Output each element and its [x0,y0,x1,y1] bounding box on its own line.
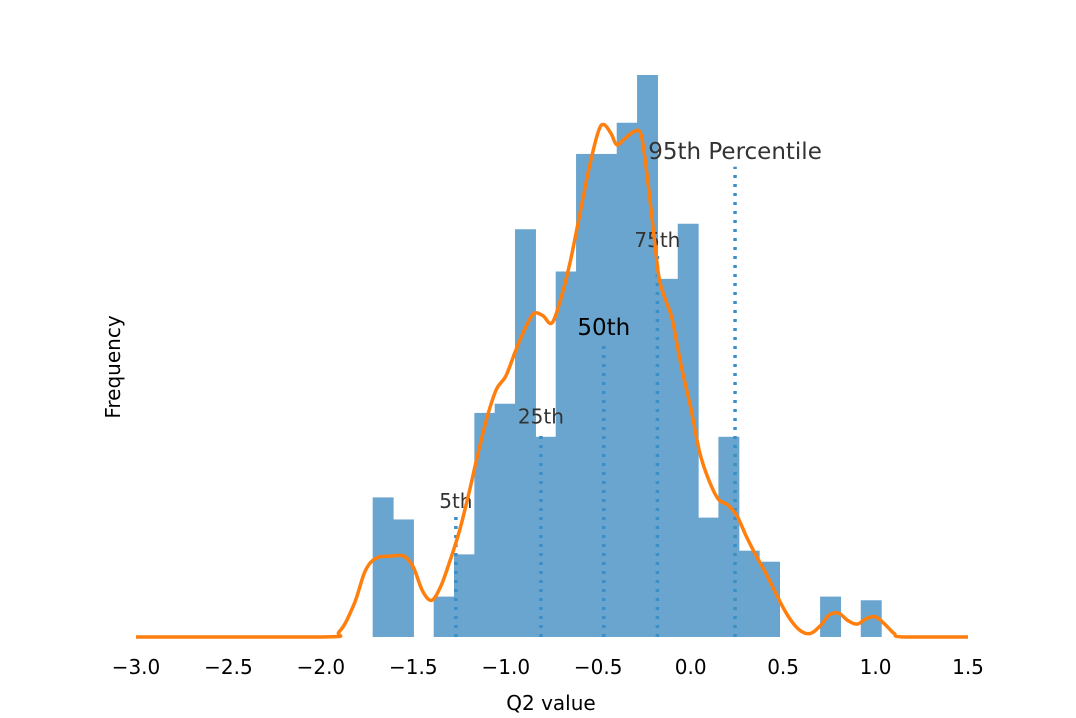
x-tick-label: 1.5 [952,655,984,679]
x-tick-label: −0.5 [574,655,623,679]
kde-layer [136,122,968,639]
percentile-label: 25th [518,404,564,428]
percentile-label: 75th [634,228,680,252]
x-tick-label: −2.0 [297,655,346,679]
histogram-bar [759,561,781,637]
histogram-bar [677,223,699,637]
histogram-bar [657,278,679,637]
x-tick-label: 0.0 [675,655,707,679]
x-tick-label: 0.5 [767,655,799,679]
histogram-bar [718,436,740,637]
histogram-bar [555,271,577,637]
histogram-bar [433,596,455,637]
histogram-bar [474,412,496,637]
x-tick-label: −1.0 [481,655,530,679]
histogram-bar [738,550,760,637]
x-axis-label: Q2 value [506,691,595,715]
x-tick-label: 1.0 [860,655,892,679]
x-tick-label: −1.5 [389,655,438,679]
percentile-label: 95th Percentile [648,139,822,165]
y-axis-label: Frequency [101,315,125,418]
x-tick-label: −2.5 [204,655,253,679]
x-tick-label: −3.0 [112,655,161,679]
histogram-bar [393,519,414,637]
percentile-label: 50th [577,315,630,341]
kde-curve [136,122,968,639]
histogram-bar [372,497,394,637]
x-ticks: −3.0 −2.5 −2.0 −1.5 −1.0 −0.5 0.0 0.5 1.0 1.5 [112,655,984,679]
histogram-bar [820,596,842,637]
bars-layer [372,74,882,638]
histogram-bar [596,153,618,637]
histogram-bar [515,229,536,637]
histogram-bar [454,554,475,637]
histogram-bar [576,153,597,637]
histogram-bar [698,517,719,637]
histogram-bar [494,403,516,637]
histogram-bar [616,122,638,638]
histogram-bar [535,436,557,637]
